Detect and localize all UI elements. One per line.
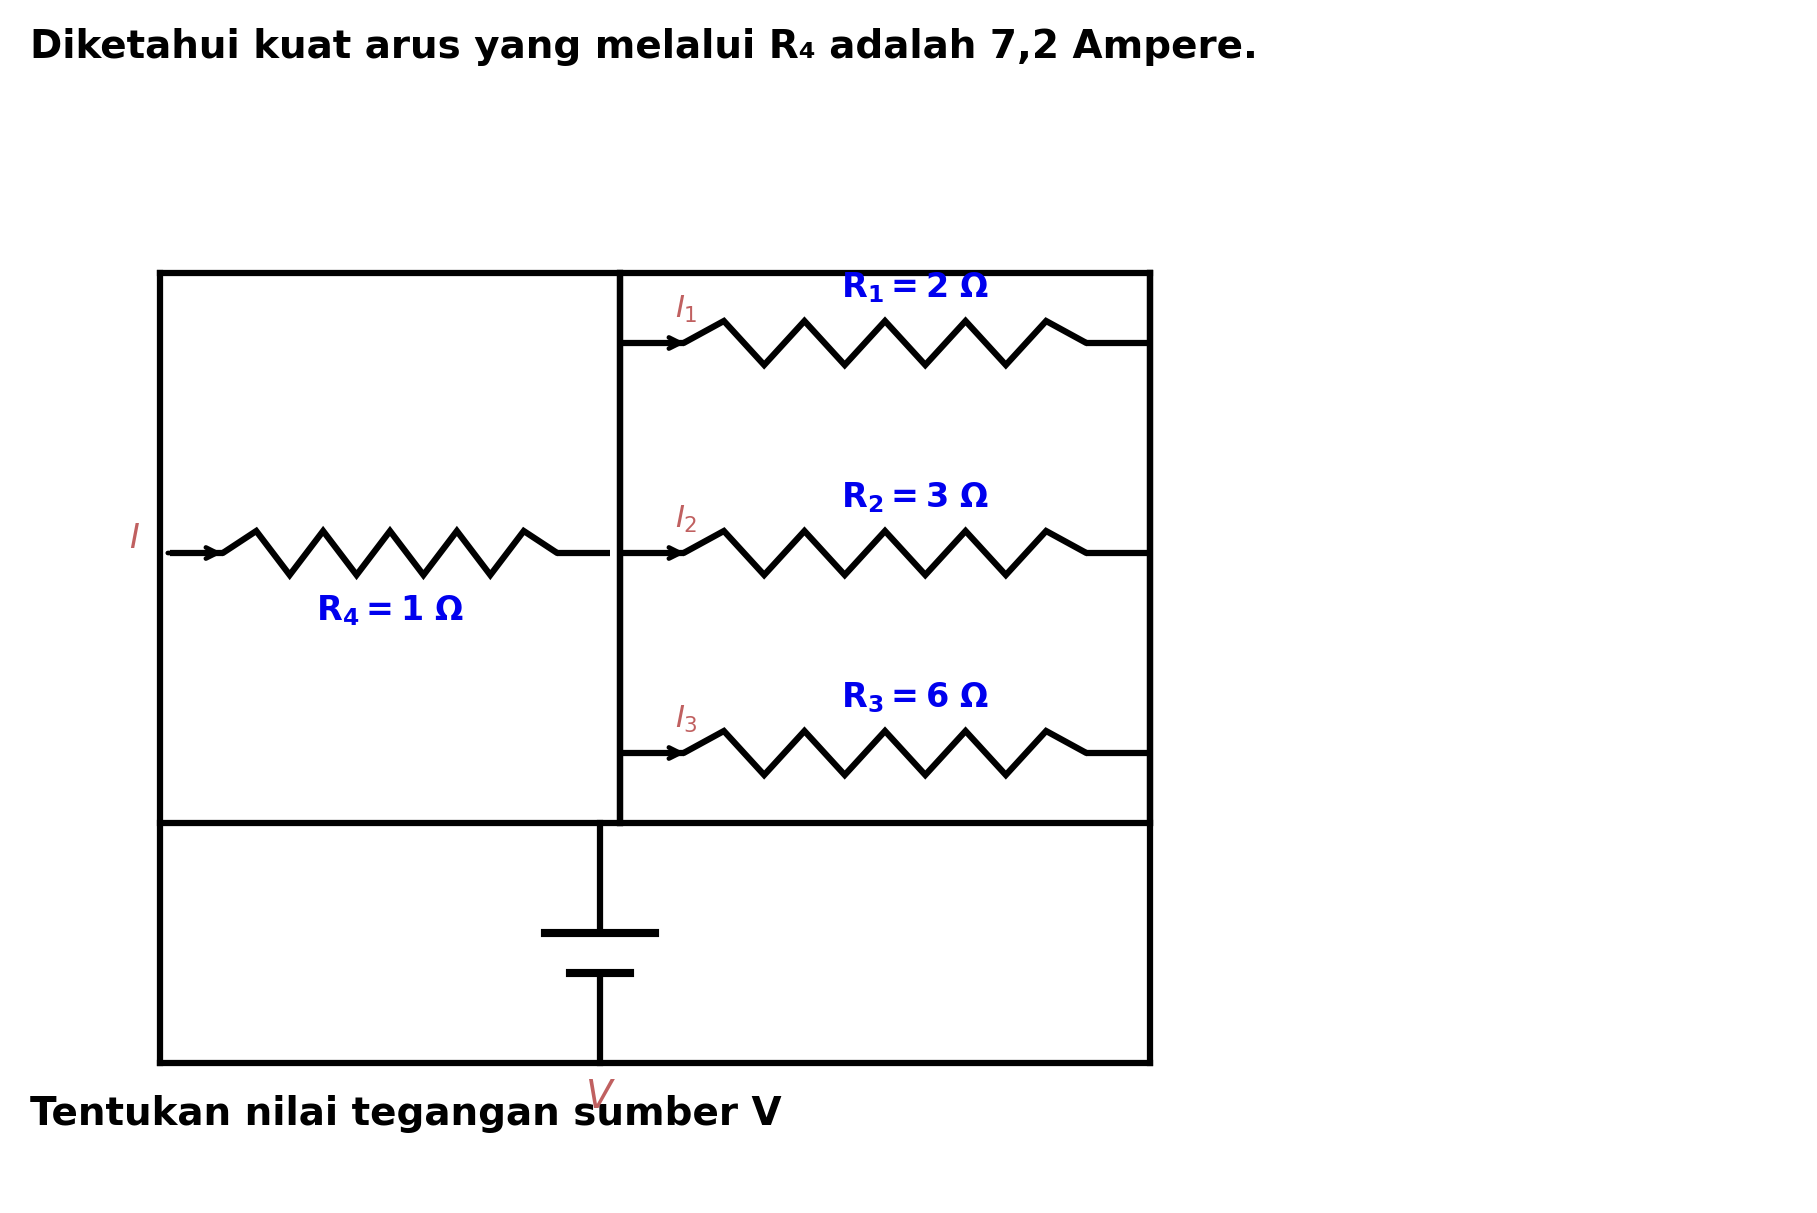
Text: $\mathbf{R_4 = 1\ \Omega}$: $\mathbf{R_4 = 1\ \Omega}$ [316,593,463,627]
Text: $\mathbf{R_3 = 6\ \Omega}$: $\mathbf{R_3 = 6\ \Omega}$ [841,680,988,714]
Text: Tentukan nilai tegangan sumber V: Tentukan nilai tegangan sumber V [31,1095,781,1133]
Text: $\it{I}_1$: $\it{I}_1$ [674,294,698,325]
Text: $\it{I}_3$: $\it{I}_3$ [674,704,698,735]
Text: $\it{V}$: $\it{V}$ [585,1078,616,1116]
Text: $\mathbf{R_1 = 2\ \Omega}$: $\mathbf{R_1 = 2\ \Omega}$ [841,270,988,304]
Text: $\mathbf{R_2 = 3\ \Omega}$: $\mathbf{R_2 = 3\ \Omega}$ [841,480,988,516]
Text: $\it{I}_2$: $\it{I}_2$ [674,503,698,535]
Text: $\it{I}$: $\it{I}$ [129,522,140,554]
Text: Diketahui kuat arus yang melalui R₄ adalah 7,2 Ampere.: Diketahui kuat arus yang melalui R₄ adal… [31,28,1257,66]
